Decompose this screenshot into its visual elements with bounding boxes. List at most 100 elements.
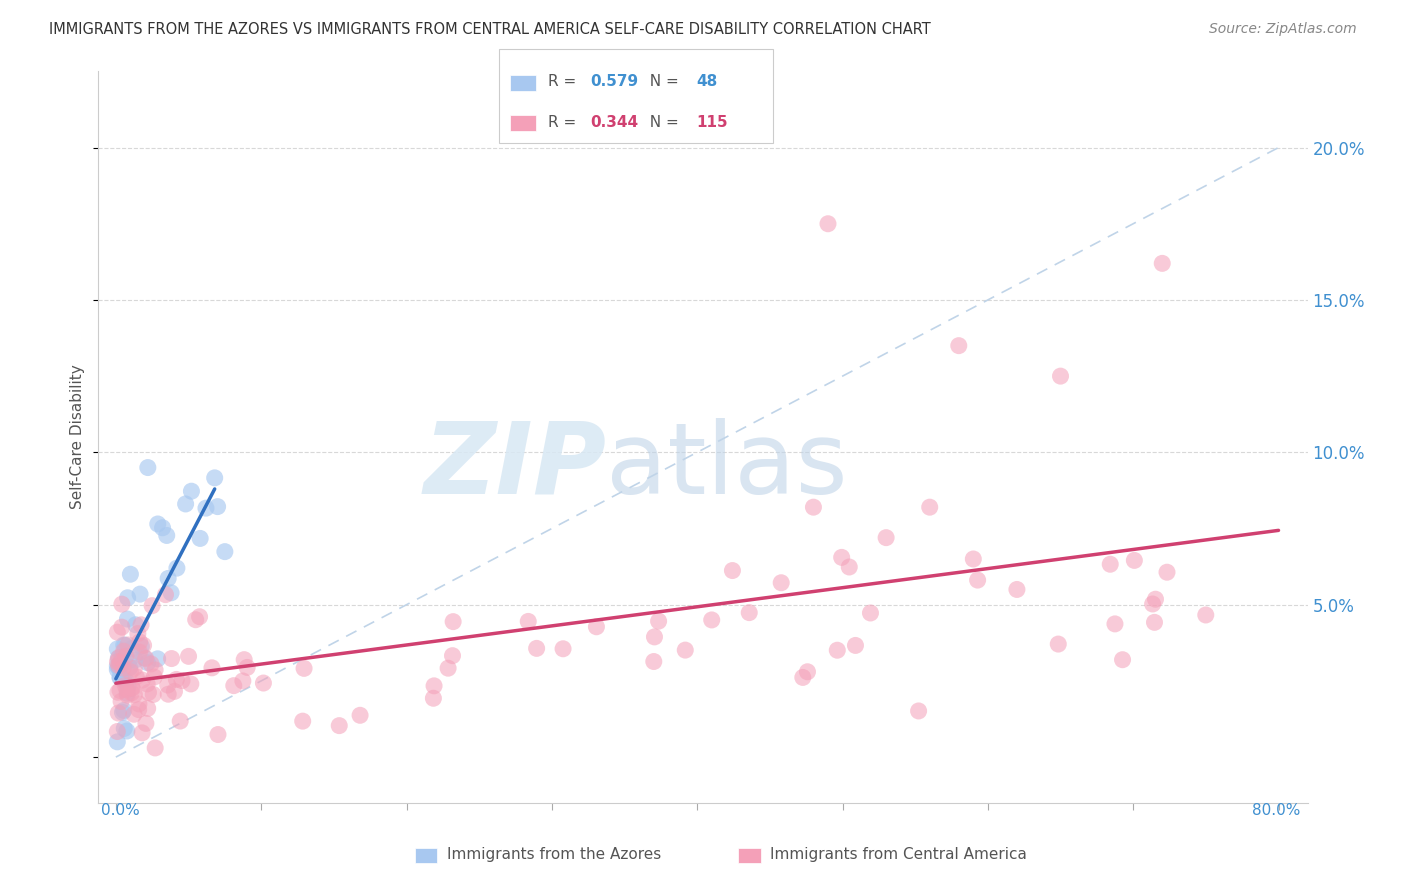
Point — [110, 671, 132, 685]
Point — [128, 697, 150, 711]
Point — [838, 560, 860, 574]
Point — [201, 661, 224, 675]
Point — [1143, 615, 1166, 630]
Point — [163, 684, 186, 698]
Point — [105, 663, 128, 677]
Point — [146, 516, 169, 531]
Point — [131, 726, 153, 740]
Point — [160, 586, 183, 600]
Point — [236, 660, 259, 674]
Point — [673, 643, 696, 657]
Point — [117, 638, 139, 652]
Point — [796, 665, 818, 679]
Point — [108, 660, 131, 674]
Text: N =: N = — [640, 114, 683, 129]
Point — [107, 655, 129, 669]
Point — [127, 626, 149, 640]
Text: 0.344: 0.344 — [591, 114, 638, 129]
Point — [110, 694, 132, 708]
Y-axis label: Self-Care Disability: Self-Care Disability — [70, 365, 86, 509]
Text: Immigrants from Central America: Immigrants from Central America — [770, 847, 1028, 862]
Point — [132, 638, 155, 652]
Point — [156, 678, 179, 692]
Text: IMMIGRANTS FROM THE AZORES VS IMMIGRANTS FROM CENTRAL AMERICA SELF-CARE DISABILI: IMMIGRANTS FROM THE AZORES VS IMMIGRANTS… — [49, 22, 931, 37]
Point — [111, 597, 134, 611]
Point — [643, 630, 665, 644]
Point — [831, 550, 853, 565]
Point — [118, 660, 141, 674]
Point — [108, 670, 131, 684]
Point — [107, 685, 129, 699]
Point — [1047, 637, 1070, 651]
Point — [121, 681, 143, 695]
Point — [170, 673, 193, 688]
Point — [112, 673, 135, 688]
Point — [721, 564, 744, 578]
Point — [817, 217, 839, 231]
Point — [188, 532, 211, 546]
Point — [827, 643, 849, 657]
Point — [108, 683, 131, 698]
Point — [136, 677, 159, 691]
Point — [165, 673, 187, 687]
Text: Immigrants from the Azores: Immigrants from the Azores — [447, 847, 661, 862]
Point — [136, 460, 159, 475]
Point — [124, 661, 146, 675]
Point — [859, 606, 882, 620]
Point — [222, 679, 245, 693]
Point — [441, 648, 464, 663]
Point — [948, 338, 970, 352]
Point — [207, 500, 229, 514]
Point — [437, 661, 460, 675]
Point — [128, 645, 150, 659]
Point — [1156, 565, 1178, 579]
Point — [232, 673, 254, 688]
Point — [129, 617, 152, 632]
Point — [157, 571, 180, 585]
Point — [120, 567, 142, 582]
Point — [180, 484, 202, 499]
Point — [291, 714, 314, 728]
Point — [1049, 369, 1071, 384]
Point — [551, 641, 574, 656]
Point — [441, 615, 464, 629]
Point — [585, 620, 607, 634]
Point — [112, 638, 135, 652]
Point — [188, 609, 211, 624]
Point — [122, 707, 145, 722]
Point — [141, 599, 163, 613]
Point — [1142, 597, 1164, 611]
Point — [1099, 558, 1122, 572]
Point — [112, 722, 135, 736]
Point — [233, 653, 256, 667]
Point — [115, 688, 138, 702]
Point — [131, 640, 153, 654]
Point — [803, 500, 825, 515]
Point — [146, 652, 169, 666]
Point — [700, 613, 723, 627]
Point — [114, 638, 136, 652]
Point — [105, 625, 128, 640]
Point — [643, 655, 665, 669]
Point — [111, 620, 134, 634]
Text: atlas: atlas — [606, 417, 848, 515]
Point — [115, 674, 138, 689]
Point — [124, 688, 146, 702]
Point — [143, 740, 166, 755]
Point — [115, 686, 138, 700]
Point — [1104, 616, 1126, 631]
Point — [1005, 582, 1028, 597]
Point — [118, 654, 141, 668]
Point — [349, 708, 371, 723]
Point — [160, 651, 183, 665]
Point — [517, 615, 540, 629]
Point — [121, 681, 143, 695]
Point — [157, 687, 180, 701]
Point — [156, 528, 179, 542]
Point — [108, 656, 131, 670]
Point — [962, 552, 984, 566]
Point — [738, 606, 761, 620]
Point — [131, 673, 153, 687]
Point — [770, 575, 793, 590]
Point — [1111, 653, 1133, 667]
